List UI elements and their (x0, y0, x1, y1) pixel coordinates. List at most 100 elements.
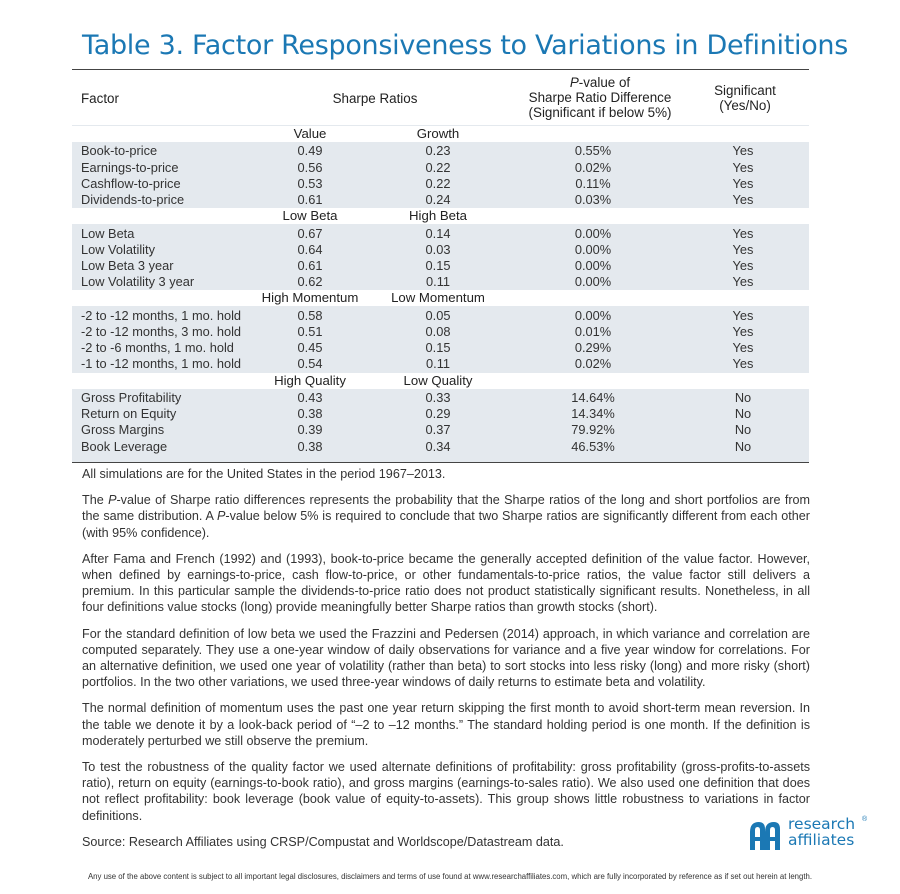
factor-name-cell: Low Beta 3 year (81, 258, 174, 273)
table-row: Book Leverage 0.38 0.34 46.53% No (72, 439, 809, 455)
factor-name-cell: -2 to -6 months, 1 mo. hold (81, 340, 234, 356)
sharpe-b-cell: 0.15 (425, 258, 451, 273)
sharpe-a-cell: 0.62 (297, 274, 323, 290)
table-row: -1 to -12 months, 1 mo. hold 0.54 0.11 0.02… (72, 356, 809, 372)
note-period: All simulations are for the United State… (82, 467, 446, 481)
significant-cell: Yes (732, 258, 754, 273)
sharpe-b-cell: 0.34 (425, 438, 451, 454)
sharpe-b-cell: 0.11 (426, 356, 450, 372)
pvalue-cell: 0.55% (574, 143, 612, 159)
table-row: Dividends-to-price 0.61 0.24 0.03% Yes (72, 192, 809, 208)
significant-cell: No (734, 406, 752, 422)
significant-cell: No (734, 422, 752, 438)
logo-line1: research (788, 815, 856, 833)
sharpe-b-cell: 0.23 (425, 143, 451, 159)
significant-cell: No (734, 438, 752, 454)
table-row: Gross Margins 0.39 0.37 79.92% No (72, 422, 809, 438)
pvalue-cell: 46.53% (571, 438, 615, 454)
note-pvalue-italic: P (108, 493, 117, 508)
sharpe-b-cell: 0.24 (425, 192, 451, 207)
header-pvalue-line1: -value of (578, 75, 631, 90)
note-pvalue: The P-value of Sharpe ratio differences … (82, 492, 810, 541)
sharpe-b-cell: 0.29 (425, 406, 451, 422)
sharpe-a-cell: 0.51 (297, 324, 323, 339)
sharpe-a-cell: 0.39 (297, 422, 323, 438)
significant-cell: Yes (732, 159, 754, 175)
sharpe-a-cell: 0.38 (297, 438, 323, 454)
sharpe-a-cell: 0.53 (297, 175, 323, 191)
research-affiliates-logo: research affiliates ® (748, 816, 868, 854)
group-header-row: High Momentum Low Momentum (72, 290, 809, 307)
factor-name-cell: Book Leverage (81, 438, 168, 454)
header-significant-line2: (Yes/No) (719, 98, 771, 113)
pvalue-cell: 0.29% (574, 340, 612, 356)
significant-cell: Yes (732, 340, 754, 356)
notes: All simulations are for the United State… (82, 466, 810, 860)
sharpe-a-cell: 0.61 (297, 258, 323, 273)
significant-cell: Yes (732, 192, 754, 207)
header-sharpe: Sharpe Ratios (300, 91, 450, 106)
factor-name-cell: Dividends-to-price (81, 192, 185, 207)
significant-cell: Yes (732, 356, 754, 372)
group-header-row: Value Growth (72, 126, 809, 142)
group-header-row: High Quality Low Quality (72, 372, 809, 389)
sharpe-b-cell: 0.14 (425, 225, 451, 241)
logo-wordmark: research affiliates (788, 816, 855, 848)
sharpe-b-cell: 0.33 (425, 390, 451, 405)
table-row: -2 to -12 months, 1 mo. hold 0.58 0.05 0.00… (72, 308, 809, 324)
header-significant-line1: Significant (714, 83, 776, 98)
page-title: Table 3. Factor Responsiveness to Variat… (82, 30, 848, 61)
pvalue-cell: 0.11% (575, 175, 611, 191)
table-row: Gross Profitability 0.43 0.33 14.64% No (72, 390, 809, 406)
sharpe-a-cell: 0.67 (297, 225, 323, 241)
group-header-row: Low Beta High Beta (72, 208, 809, 225)
sharpe-a-cell: 0.61 (297, 192, 323, 207)
note-pvalue-italic-2: P (217, 509, 226, 524)
logo-mark-icon (750, 822, 780, 850)
group-col-b-label: Low Quality (403, 372, 473, 388)
significant-cell: Yes (732, 324, 754, 339)
pvalue-cell: 0.00% (574, 274, 612, 290)
pvalue-cell: 0.00% (574, 225, 612, 241)
factor-name-cell: Low Volatility (81, 241, 155, 257)
factor-name-cell: Cashflow-to-price (81, 175, 181, 191)
sharpe-b-cell: 0.03 (425, 241, 451, 257)
sharpe-b-cell: 0.37 (425, 422, 451, 438)
group-col-a-label: Value (293, 126, 327, 141)
table-row: Book-to-price 0.49 0.23 0.55% Yes (72, 143, 809, 159)
table-row: Return on Equity 0.38 0.29 14.34% No (72, 406, 809, 422)
table-row: Low Beta 0.67 0.14 0.00% Yes (72, 226, 809, 242)
factor-name-cell: -2 to -12 months, 3 mo. hold (81, 324, 242, 339)
factor-name-cell: Gross Profitability (81, 390, 182, 405)
significant-cell: No (734, 390, 752, 405)
header-pvalue-line3: (Significant if below 5%) (528, 105, 672, 120)
factor-name-cell: Earnings-to-price (81, 159, 179, 175)
sharpe-a-cell: 0.38 (297, 406, 323, 422)
group-col-b-label: Low Momentum (391, 290, 485, 306)
factor-name-cell: -1 to -12 months, 1 mo. hold (81, 356, 242, 372)
table-row: Low Volatility 3 year 0.62 0.11 0.00% Yes (72, 274, 809, 290)
header-pvalue: P-value of Sharpe Ratio Difference (Sign… (500, 75, 700, 120)
table-bottom-rule (72, 462, 809, 463)
group-col-a-label: Low Beta (282, 208, 338, 224)
pvalue-cell: 14.34% (571, 406, 615, 422)
pvalue-cell: 79.92% (571, 422, 615, 438)
group-col-a-label: High Quality (274, 372, 346, 388)
logo-line2: affiliates (788, 831, 855, 849)
sharpe-b-cell: 0.11 (426, 274, 450, 290)
note-momentum: The normal definition of momentum uses t… (82, 701, 810, 748)
disclaimer: Any use of the above content is subject … (87, 872, 813, 881)
factor-name-cell: -2 to -12 months, 1 mo. hold (81, 307, 242, 323)
sharpe-b-cell: 0.22 (425, 175, 451, 191)
pvalue-cell: 0.00% (574, 307, 612, 323)
note-pvalue-mid: -value of Sharpe ratio differences repre… (82, 493, 811, 524)
table-row: -2 to -6 months, 1 mo. hold 0.45 0.15 0.29%… (72, 340, 809, 356)
sharpe-a-cell: 0.56 (297, 159, 323, 175)
table-row: Low Beta 3 year 0.61 0.15 0.00% Yes (72, 258, 809, 274)
note-pvalue-post: -value below 5% is required to conclude … (82, 509, 810, 540)
group-col-a-label: High Momentum (261, 290, 359, 306)
significant-cell: Yes (732, 175, 754, 191)
note-lowbeta: For the standard definition of low beta … (82, 626, 810, 690)
note-pvalue-pre: The (82, 493, 109, 508)
table-row: -2 to -12 months, 3 mo. hold 0.51 0.08 0.01… (72, 324, 809, 340)
